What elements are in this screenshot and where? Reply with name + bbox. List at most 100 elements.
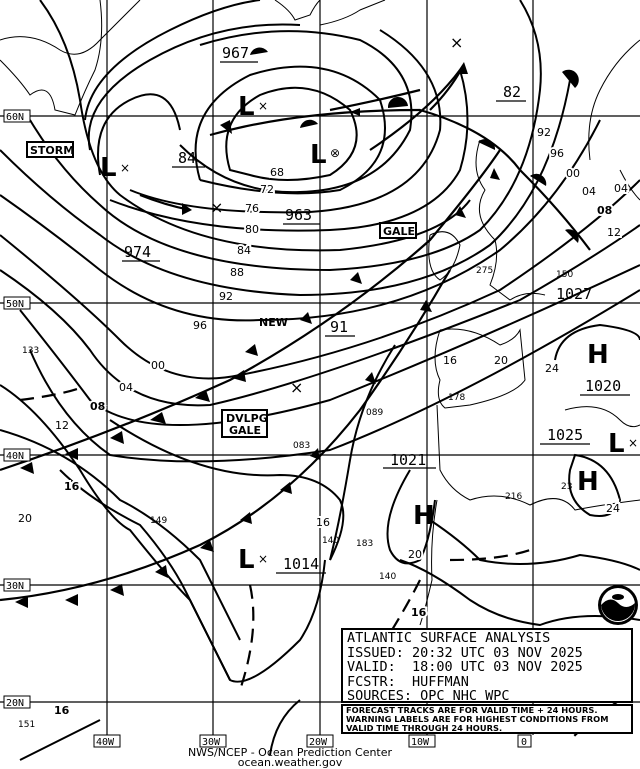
legend-title: ATLANTIC SURFACE ANALYSIS [347, 630, 551, 646]
high-center: H [413, 501, 435, 531]
isobar-label: 08 [597, 204, 612, 217]
pressure-value: 1020 [585, 377, 621, 395]
pressure-value: 1014 [283, 555, 319, 573]
isobar-label: 16 [316, 516, 330, 529]
station-value: 183 [356, 539, 373, 549]
isobar-label: 72 [260, 183, 274, 196]
sources: SOURCES: OPC NHC WPC [347, 688, 510, 704]
station-value: 140 [379, 572, 396, 582]
isobar-label: 24 [545, 362, 559, 375]
isobar-label: 04 [119, 381, 133, 394]
occluded-front [369, 69, 461, 151]
pressure-value: 974 [124, 243, 151, 261]
isobar-label: 92 [219, 290, 233, 303]
pressure-value: 963 [285, 206, 312, 224]
lon-label: 0 [521, 737, 527, 748]
station-value: 275 [476, 266, 493, 276]
center-markers: × × ⊗ × × × × × [120, 33, 638, 566]
pressure-value: 1025 [547, 426, 583, 444]
isobar-label: 80 [245, 223, 259, 236]
station-value: 150 [556, 270, 573, 280]
low-center: L [238, 545, 255, 575]
credit-org: NWS/NCEP - Ocean Prediction Center [187, 746, 393, 759]
lat-label: 60N [6, 112, 24, 123]
isobar-label: 88 [230, 266, 244, 279]
station-value: 149 [150, 516, 167, 526]
cold-front [0, 149, 501, 472]
isobar-label: 92 [537, 126, 551, 139]
isobar-label: 04 [614, 182, 628, 195]
pressure-value: 82 [503, 83, 521, 101]
note-line: WARNING LABELS ARE FOR HIGHEST CONDITION… [346, 713, 609, 724]
station-value: 151 [18, 720, 35, 730]
note-line: VALID TIME THROUGH 24 HOURS. [346, 722, 503, 733]
isobar-label: 16 [443, 354, 457, 367]
low-center: L [310, 140, 327, 170]
forecaster: FCSTR: HUFFMAN [347, 673, 469, 690]
center-x-icon: × [628, 436, 638, 450]
isobar-label: 00 [151, 359, 165, 372]
low-center: L [608, 429, 625, 459]
center-x-icon: × [258, 552, 268, 566]
center-x-icon: × [450, 33, 463, 52]
station-value: 178 [448, 393, 465, 403]
isobar-label: 96 [550, 147, 564, 160]
isobar-label: 24 [606, 502, 620, 515]
issued-time: ISSUED: 20:32 UTC 03 NOV 2025 [347, 644, 583, 661]
high-center: H [587, 340, 609, 370]
gale-warning: GALE [383, 225, 415, 238]
lat-label: 20N [6, 698, 24, 709]
isobar-label: 20 [408, 548, 422, 561]
isobar-label: 68 [270, 166, 284, 179]
center-x-icon: × [258, 99, 268, 113]
lon-label: 20W [309, 737, 328, 748]
latitude-labels: 60N 50N 40N 30N 20N [3, 109, 31, 709]
station-observations: 133 149 083 089 178 183 140 216 23 150 2… [18, 266, 573, 730]
pressure-value: 84 [178, 149, 196, 167]
noaa-logo [598, 585, 638, 625]
isobar-label: 08 [90, 400, 105, 413]
station-value: 216 [505, 492, 522, 502]
pressure-value: 91 [330, 318, 348, 336]
warning-labels: STORM GALE DVLPG GALE NEW [26, 141, 417, 438]
isobar-label: 04 [582, 185, 596, 198]
pressure-value: 1021 [390, 451, 426, 469]
station-value: 089 [366, 408, 383, 418]
warm-front [329, 88, 421, 112]
longitude-labels: 40W 30W 20W 10W 0 [93, 734, 532, 748]
station-value: 23 [561, 482, 572, 492]
fronts [0, 47, 621, 741]
isobar-label: 20 [494, 354, 508, 367]
lon-label: 10W [411, 737, 430, 748]
credit-website[interactable]: ocean.weather.gov [237, 756, 343, 769]
lat-label: 30N [6, 581, 24, 592]
center-x-icon: × [120, 161, 130, 175]
forecast-note: FORECAST TRACKS ARE FOR VALID TIME + 24 … [341, 704, 633, 734]
lat-label: 50N [6, 299, 24, 310]
new-label: NEW [259, 316, 288, 329]
center-x-icon: × [290, 378, 303, 397]
credit: NWS/NCEP - Ocean Prediction Center ocean… [170, 746, 410, 769]
low-center: L [100, 153, 117, 183]
isobar-label: 16 [54, 704, 70, 717]
center-x-icon: × [210, 198, 223, 217]
station-value: 133 [22, 346, 39, 356]
cold-front [0, 269, 451, 602]
station-value: 140 [322, 536, 339, 546]
isobar-labels: 68 72 76 80 84 88 92 96 00 04 08 12 16 2… [16, 124, 630, 719]
pressure-value: 967 [222, 44, 249, 62]
low-center: L [238, 92, 255, 122]
isobar-label: 76 [245, 202, 259, 215]
isobar-label: 20 [18, 512, 32, 525]
isobar-label: 00 [566, 167, 580, 180]
center-x-icon: ⊗ [330, 146, 340, 160]
isobar-label: 12 [607, 226, 621, 239]
gale-warning: GALE [229, 424, 261, 437]
isobar-label: 84 [237, 244, 251, 257]
high-center: H [577, 467, 599, 497]
lon-label: 30W [202, 737, 221, 748]
developing-warning: DVLPG [226, 412, 268, 425]
pressure-centers: L L L L L H H H × × ⊗ × × × × × 967 963 … [100, 33, 638, 575]
